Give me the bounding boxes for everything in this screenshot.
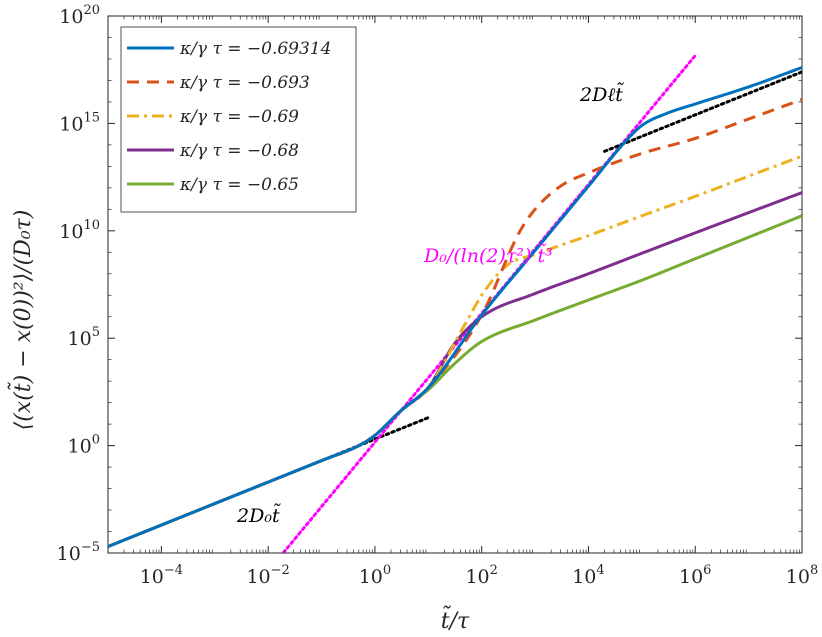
tick-layer: 10−4 10−2 100 102 104 106 108 10−5 100 105 1010 101… xyxy=(57,3,819,588)
legend-label-1: κ/γ τ = −0.693 xyxy=(179,73,310,93)
series-line-0 xyxy=(108,66,802,548)
x-tick-label: 10−4 xyxy=(140,563,183,588)
annotation-2dlt: 2Dℓt̃ xyxy=(579,83,624,106)
x-tick-label: 104 xyxy=(572,563,604,588)
legend-box xyxy=(120,26,357,213)
legend: κ/γ τ = −0.69314 κ/γ τ = −0.693 κ/γ τ = −0… xyxy=(120,26,357,213)
y-tick-label: 10−5 xyxy=(57,540,100,565)
y-axis-label: ⟨(x(t̃) − x(0))²⟩/(D₀τ) xyxy=(6,210,36,431)
x-tick-label: 10−2 xyxy=(246,563,289,588)
y-tick-label: 1020 xyxy=(59,3,100,28)
legend-label-3: κ/γ τ = −0.68 xyxy=(179,141,299,161)
reference-line-2 xyxy=(603,70,802,153)
plot-area-border xyxy=(107,15,803,554)
series-layer xyxy=(108,66,802,548)
legend-label-0: κ/γ τ = −0.69314 xyxy=(179,39,331,59)
legend-items: κ/γ τ = −0.69314 κ/γ τ = −0.693 κ/γ τ = −0… xyxy=(127,39,331,195)
x-tick-label: 108 xyxy=(786,563,818,588)
axes-frame xyxy=(107,15,803,554)
x-tick-label: 102 xyxy=(465,563,497,588)
annotation-cubic: D₀/(ln(2)τ²) t̃³ xyxy=(423,244,553,267)
legend-label-2: κ/γ τ = −0.69 xyxy=(179,107,299,127)
x-tick-label: 106 xyxy=(679,563,711,588)
y-tick-label: 1015 xyxy=(59,110,100,135)
legend-label-4: κ/γ τ = −0.65 xyxy=(179,175,299,195)
x-axis-label-text: t̃/τ xyxy=(441,604,470,634)
annotations: 2D₀t̃ 2Dℓt̃ D₀/(ln(2)τ²) t̃³ xyxy=(236,83,624,527)
y-axis-label-text: ⟨(x(t̃) − x(0))²⟩/(D₀τ) xyxy=(6,210,36,431)
y-tick-label: 105 xyxy=(68,325,100,350)
annotation-2d0t: 2D₀t̃ xyxy=(236,504,281,527)
x-axis-label: t̃/τ xyxy=(441,604,470,634)
y-tick-label: 100 xyxy=(68,433,100,458)
y-tick-label: 1010 xyxy=(59,218,100,243)
x-tick-label: 100 xyxy=(359,563,391,588)
